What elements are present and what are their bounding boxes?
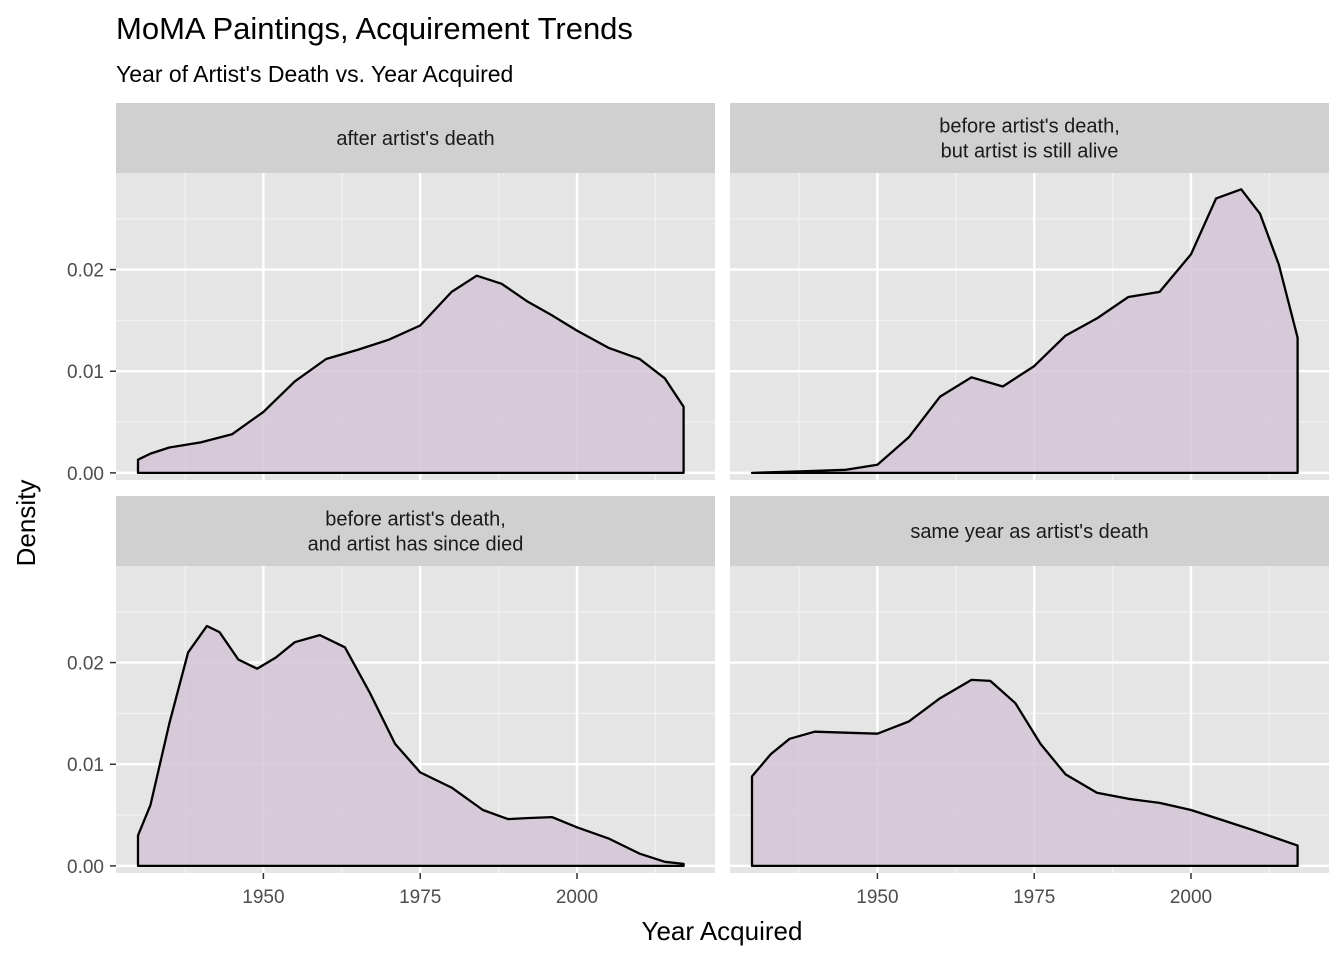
x-tick-label: 2000 [1170, 887, 1212, 908]
facet-panel-3: before artist's death, and artist has sin… [67, 496, 715, 908]
chart-title: MoMA Paintings, Acquirement Trends [116, 11, 633, 46]
chart-subtitle: Year of Artist's Death vs. Year Acquired [116, 61, 513, 87]
facet-strip [116, 103, 715, 173]
density-area [750, 678, 1299, 868]
facet-strip [116, 496, 715, 566]
x-axis-title: Year Acquired [642, 916, 803, 946]
facet-strip [730, 496, 1329, 566]
facet-strip [730, 103, 1329, 173]
facet-panel-4: same year as artist's death 1950 1975 2000 [730, 496, 1329, 908]
x-tick-label: 1975 [1013, 887, 1055, 908]
facet-strip-label: and artist has since died [308, 534, 524, 556]
x-tick-label: 2000 [556, 887, 598, 908]
facet-strip-label: after artist's death [336, 128, 494, 150]
facet-strip-label: before artist's death, [939, 116, 1120, 138]
x-tick-label: 1950 [856, 887, 898, 908]
facet-panel-2: before artist's death, but artist is stil… [730, 103, 1329, 480]
density-area [750, 188, 1299, 475]
x-tick-label: 1975 [399, 887, 441, 908]
x-tick-label: 1950 [242, 887, 284, 908]
density-area [136, 624, 685, 868]
density-area [136, 274, 685, 475]
facet-panel-1: after artist's death 0.00 0.01 0.02 [67, 103, 715, 485]
y-tick-label: 0.02 [67, 261, 104, 282]
y-tick-label: 0.01 [67, 755, 104, 776]
y-tick-label: 0.00 [67, 857, 104, 878]
facet-strip-label: same year as artist's death [910, 521, 1148, 543]
y-tick-label: 0.01 [67, 362, 104, 383]
y-tick-label: 0.02 [67, 654, 104, 675]
y-axis-title: Density [11, 480, 41, 567]
facet-strip-label: but artist is still alive [941, 141, 1119, 163]
y-tick-label: 0.00 [67, 464, 104, 485]
facet-strip-label: before artist's death, [325, 509, 506, 531]
